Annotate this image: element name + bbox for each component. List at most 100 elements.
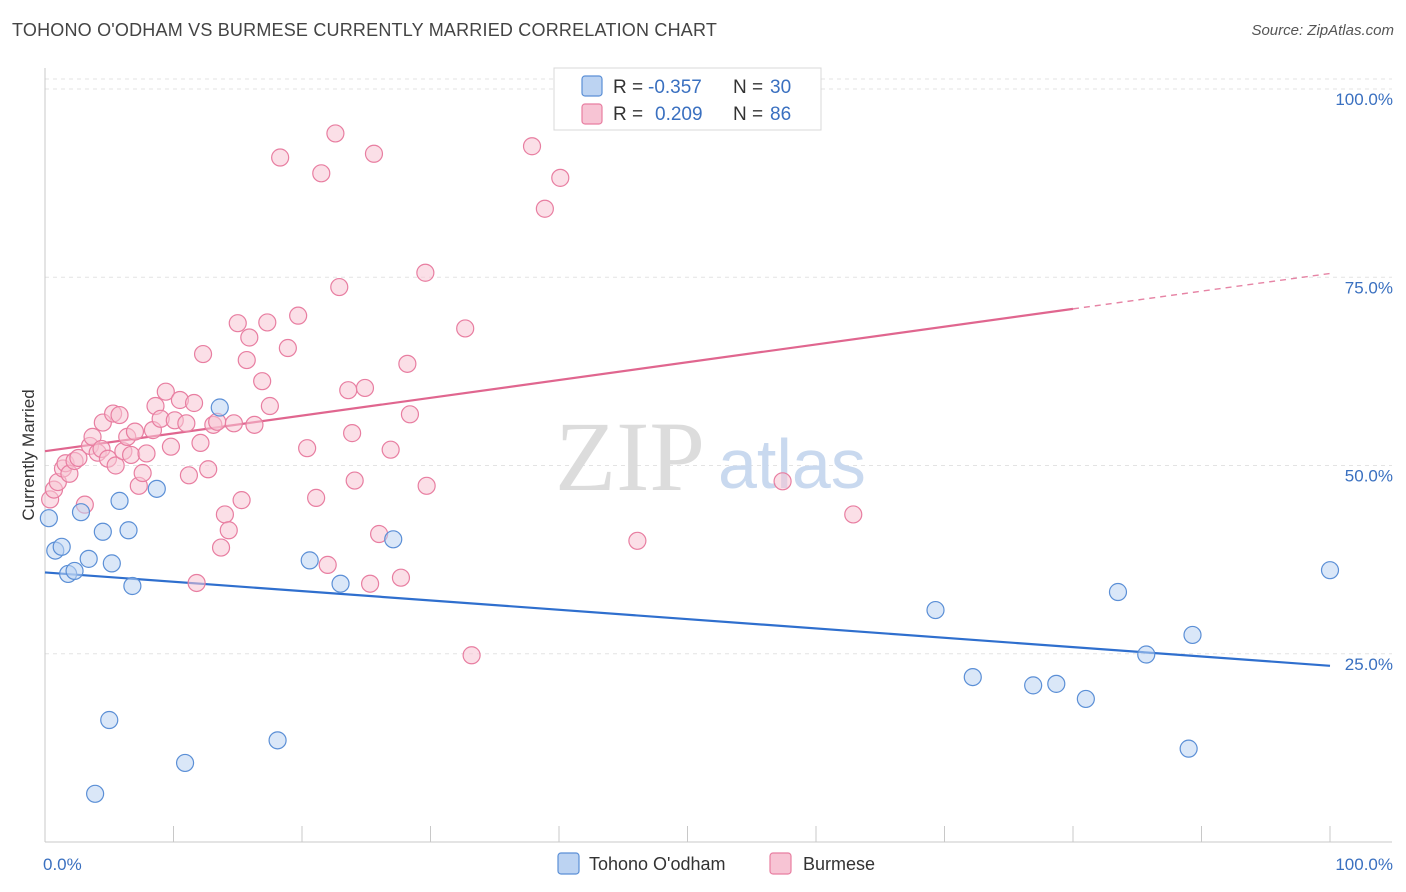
legend-n-value-2: 86 bbox=[770, 104, 791, 125]
point-tohono-16 bbox=[210, 398, 229, 417]
point-tohono-18 bbox=[300, 551, 319, 570]
point-tohono-28 bbox=[1179, 739, 1198, 758]
point-tohono-29 bbox=[1183, 625, 1202, 645]
point-burmese-33 bbox=[179, 466, 199, 485]
point-burmese-46 bbox=[232, 491, 251, 510]
legend-swatch-blue bbox=[581, 75, 603, 97]
point-burmese-63 bbox=[343, 424, 362, 443]
point-burmese-20 bbox=[121, 445, 141, 465]
point-tohono-26 bbox=[1108, 582, 1128, 602]
point-burmese-66 bbox=[361, 574, 380, 593]
point-tohono-11 bbox=[110, 491, 129, 510]
legend-r-value-2: 0.209 bbox=[655, 104, 703, 125]
point-burmese-29 bbox=[161, 437, 181, 456]
point-burmese-60 bbox=[326, 124, 345, 143]
point-tohono-15 bbox=[175, 753, 195, 773]
point-tohono-8 bbox=[93, 522, 112, 541]
point-burmese-50 bbox=[253, 372, 272, 391]
point-tohono-5 bbox=[71, 503, 91, 522]
point-burmese-41 bbox=[211, 538, 231, 557]
point-burmese-82 bbox=[844, 505, 863, 524]
point-tohono-9 bbox=[100, 710, 119, 730]
legend-r-value-1: -0.357 bbox=[648, 77, 702, 98]
point-burmese-67 bbox=[364, 144, 384, 163]
point-burmese-81 bbox=[773, 472, 792, 491]
point-burmese-45 bbox=[228, 314, 247, 333]
point-burmese-80 bbox=[628, 531, 647, 550]
point-burmese-73 bbox=[416, 263, 435, 282]
point-burmese-74 bbox=[417, 476, 436, 495]
point-burmese-64 bbox=[345, 471, 364, 490]
point-burmese-72 bbox=[400, 405, 420, 424]
point-burmese-58 bbox=[312, 164, 331, 183]
y-axis-label: Currently Married bbox=[19, 389, 38, 520]
point-burmese-47 bbox=[237, 350, 256, 370]
point-tohono-21 bbox=[926, 600, 945, 620]
point-burmese-70 bbox=[391, 568, 411, 587]
point-burmese-28 bbox=[156, 382, 175, 401]
point-tohono-17 bbox=[268, 731, 287, 750]
point-burmese-56 bbox=[298, 439, 317, 458]
point-burmese-34 bbox=[184, 393, 204, 413]
legend-n-label-1: N = bbox=[733, 77, 763, 98]
y-tick-label-2: 50.0% bbox=[1345, 467, 1393, 486]
data-points bbox=[39, 124, 1340, 803]
point-tohono-25 bbox=[1076, 689, 1095, 709]
chart-title: TOHONO O'ODHAM VS BURMESE CURRENTLY MARR… bbox=[12, 20, 718, 40]
point-burmese-16 bbox=[106, 456, 125, 475]
point-burmese-43 bbox=[219, 521, 238, 540]
point-tohono-6 bbox=[79, 549, 98, 568]
watermark-zip: ZIP bbox=[555, 401, 705, 512]
point-tohono-23 bbox=[1024, 676, 1043, 695]
y-tick-label-3: 25.0% bbox=[1345, 655, 1393, 674]
stats-legend: R = -0.357 N = 30 R = 0.209 N = 86 bbox=[553, 67, 822, 131]
point-burmese-36 bbox=[191, 433, 210, 453]
point-burmese-44 bbox=[224, 414, 243, 433]
x-tick-label-right: 100.0% bbox=[1335, 855, 1393, 874]
point-tohono-2 bbox=[52, 537, 71, 556]
point-tohono-7 bbox=[86, 784, 105, 803]
point-burmese-51 bbox=[258, 313, 277, 332]
trend-line-tohono bbox=[44, 571, 1331, 667]
point-tohono-19 bbox=[331, 574, 350, 593]
series-legend-swatch-tohono bbox=[557, 852, 580, 875]
point-burmese-53 bbox=[271, 148, 290, 167]
point-tohono-20 bbox=[384, 530, 403, 549]
point-tohono-30 bbox=[1320, 561, 1340, 580]
point-burmese-79 bbox=[551, 168, 570, 187]
point-tohono-12 bbox=[119, 521, 138, 540]
legend-r-label-2: R = bbox=[613, 104, 643, 125]
point-tohono-10 bbox=[102, 554, 121, 573]
y-tick-label-1: 75.0% bbox=[1345, 278, 1393, 297]
legend-r-label-1: R = bbox=[613, 77, 643, 98]
point-burmese-42 bbox=[215, 505, 234, 524]
y-tick-label-0: 100.0% bbox=[1335, 90, 1393, 109]
point-burmese-35 bbox=[187, 573, 206, 593]
point-burmese-75 bbox=[456, 319, 475, 338]
point-burmese-65 bbox=[355, 378, 375, 398]
point-burmese-61 bbox=[330, 277, 349, 297]
point-burmese-23 bbox=[133, 463, 152, 483]
point-burmese-62 bbox=[339, 381, 358, 400]
axes bbox=[44, 68, 1392, 843]
point-burmese-59 bbox=[318, 555, 337, 574]
series-legend-label-burmese: Burmese bbox=[803, 854, 875, 874]
point-burmese-38 bbox=[199, 460, 218, 479]
y-tick-labels: 100.0% 75.0% 50.0% 25.0% bbox=[1335, 90, 1393, 674]
legend-n-value-1: 30 bbox=[770, 77, 791, 98]
series-legend-label-tohono: Tohono O'odham bbox=[589, 854, 726, 874]
point-burmese-69 bbox=[381, 440, 400, 459]
point-tohono-0 bbox=[39, 509, 58, 528]
point-burmese-49 bbox=[245, 415, 264, 434]
legend-swatch-pink bbox=[581, 103, 603, 125]
point-tohono-4 bbox=[65, 561, 84, 581]
point-burmese-52 bbox=[260, 396, 279, 416]
point-tohono-27 bbox=[1137, 645, 1156, 664]
point-tohono-14 bbox=[147, 479, 166, 498]
source-credit: Source: ZipAtlas.com bbox=[1251, 22, 1394, 39]
point-burmese-77 bbox=[522, 137, 542, 156]
x-tick-label-left: 0.0% bbox=[43, 855, 82, 874]
point-tohono-22 bbox=[963, 667, 982, 687]
point-burmese-7 bbox=[69, 448, 88, 468]
